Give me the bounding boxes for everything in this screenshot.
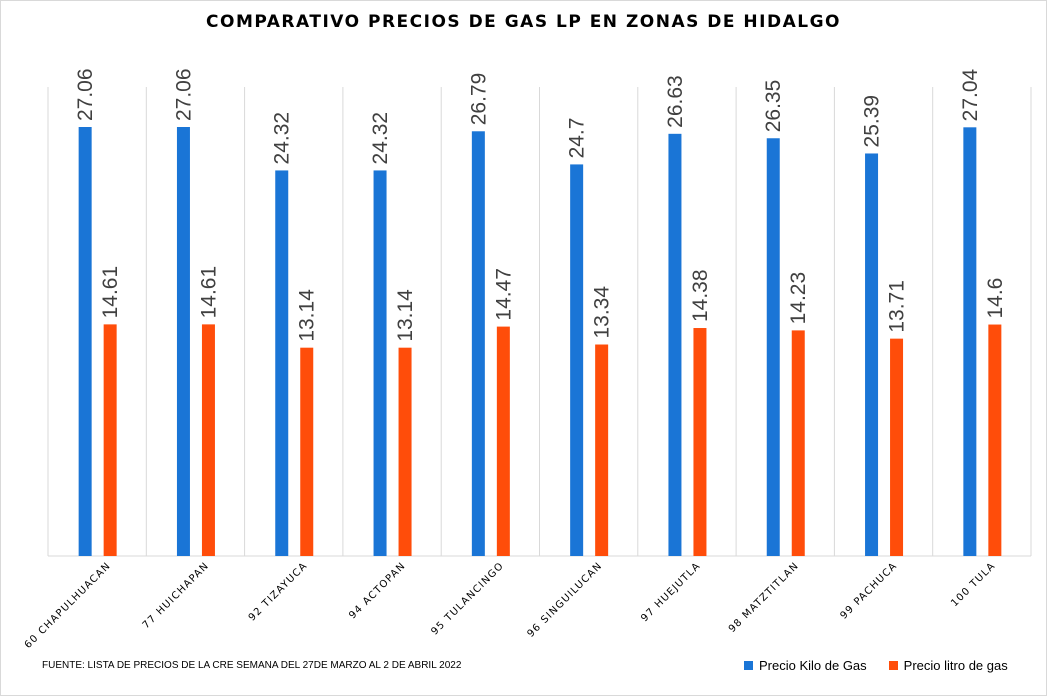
- x-tick-labels-layer: 60 CHAPULHUACAN 77 HUICHAPAN 92 TIZAYUCA 94…: [23, 560, 998, 650]
- data-label: 26.63: [664, 75, 687, 128]
- bar-kilo: [865, 153, 879, 556]
- x-tick-label: 60 CHAPULHUACAN: [23, 560, 113, 650]
- bar-kilo: [570, 164, 584, 557]
- data-label: 13.14: [394, 289, 417, 342]
- x-tick-label: 77 HUICHAPAN: [141, 560, 212, 631]
- data-label: 24.32: [271, 112, 294, 165]
- bar-litro: [791, 330, 805, 556]
- legend-swatch-kilo: [744, 661, 753, 670]
- legend-item-litro: Precio litro de gas: [888, 658, 1008, 673]
- data-label: 14.6: [984, 278, 1007, 319]
- bar-kilo: [78, 127, 92, 556]
- data-label: 13.71: [886, 280, 909, 333]
- x-tick-label: 100 TULA: [949, 560, 998, 609]
- data-label: 27.06: [74, 68, 97, 121]
- bar-litro: [988, 324, 1002, 556]
- x-tick-label: 97 HUEJUTLA: [639, 560, 703, 624]
- data-label: 27.06: [172, 68, 195, 121]
- source-note: FUENTE: LISTA DE PRECIOS DE LA CRE SEMAN…: [42, 660, 462, 671]
- bar-kilo: [373, 170, 387, 556]
- x-tick-label: 95 TULANCINGO: [429, 560, 506, 637]
- x-tick-label: 92 TIZAYUCA: [247, 560, 310, 623]
- bar-kilo: [176, 127, 190, 556]
- data-label: 27.04: [959, 68, 982, 121]
- bar-litro: [693, 328, 707, 556]
- legend: Precio Kilo de Gas Precio litro de gas: [744, 658, 1030, 673]
- bar-kilo: [963, 127, 977, 556]
- bar-kilo: [471, 131, 485, 556]
- data-label: 13.34: [591, 286, 614, 339]
- data-label: 26.79: [467, 73, 490, 126]
- x-tick-label: 98 MATZTITLAN: [727, 560, 802, 635]
- bar-litro: [595, 344, 609, 556]
- bar-litro: [300, 347, 314, 556]
- data-label: 26.35: [762, 80, 785, 133]
- data-label: 24.7: [566, 118, 589, 159]
- bar-litro: [496, 326, 510, 556]
- data-label: 13.14: [296, 289, 319, 342]
- bar-litro: [103, 324, 117, 556]
- grid-layer: [47, 87, 1032, 557]
- bar-kilo: [275, 170, 289, 556]
- bars-layer: [78, 127, 1002, 557]
- x-tick-label: 94 ACTOPAN: [347, 560, 408, 621]
- data-label: 14.61: [99, 266, 122, 319]
- bar-litro: [890, 338, 904, 556]
- x-tick-label: 96 SINGUILUCAN: [525, 560, 604, 639]
- data-label: 14.38: [689, 269, 712, 322]
- data-label: 25.39: [861, 95, 884, 148]
- data-labels-layer: 27.06 14.61 27.06 14.61 24.32 13.14 24.32 13.14…: [74, 68, 1007, 341]
- data-label: 14.47: [492, 268, 515, 321]
- legend-swatch-litro: [888, 661, 898, 670]
- legend-label-kilo: Precio Kilo de Gas: [759, 658, 867, 673]
- data-label: 14.61: [197, 266, 220, 319]
- legend-item-kilo: Precio Kilo de Gas: [744, 658, 867, 673]
- data-label: 14.23: [787, 272, 810, 325]
- bar-kilo: [766, 138, 780, 556]
- chart-title: COMPARATIVO PRECIOS DE GAS LP EN ZONAS D…: [206, 12, 841, 32]
- bar-kilo: [668, 133, 682, 556]
- data-label: 24.32: [369, 112, 392, 165]
- bar-litro: [398, 347, 412, 556]
- legend-label-litro: Precio litro de gas: [903, 658, 1008, 673]
- x-tick-label: 99 PACHUCA: [838, 560, 899, 621]
- bar-litro: [201, 324, 215, 556]
